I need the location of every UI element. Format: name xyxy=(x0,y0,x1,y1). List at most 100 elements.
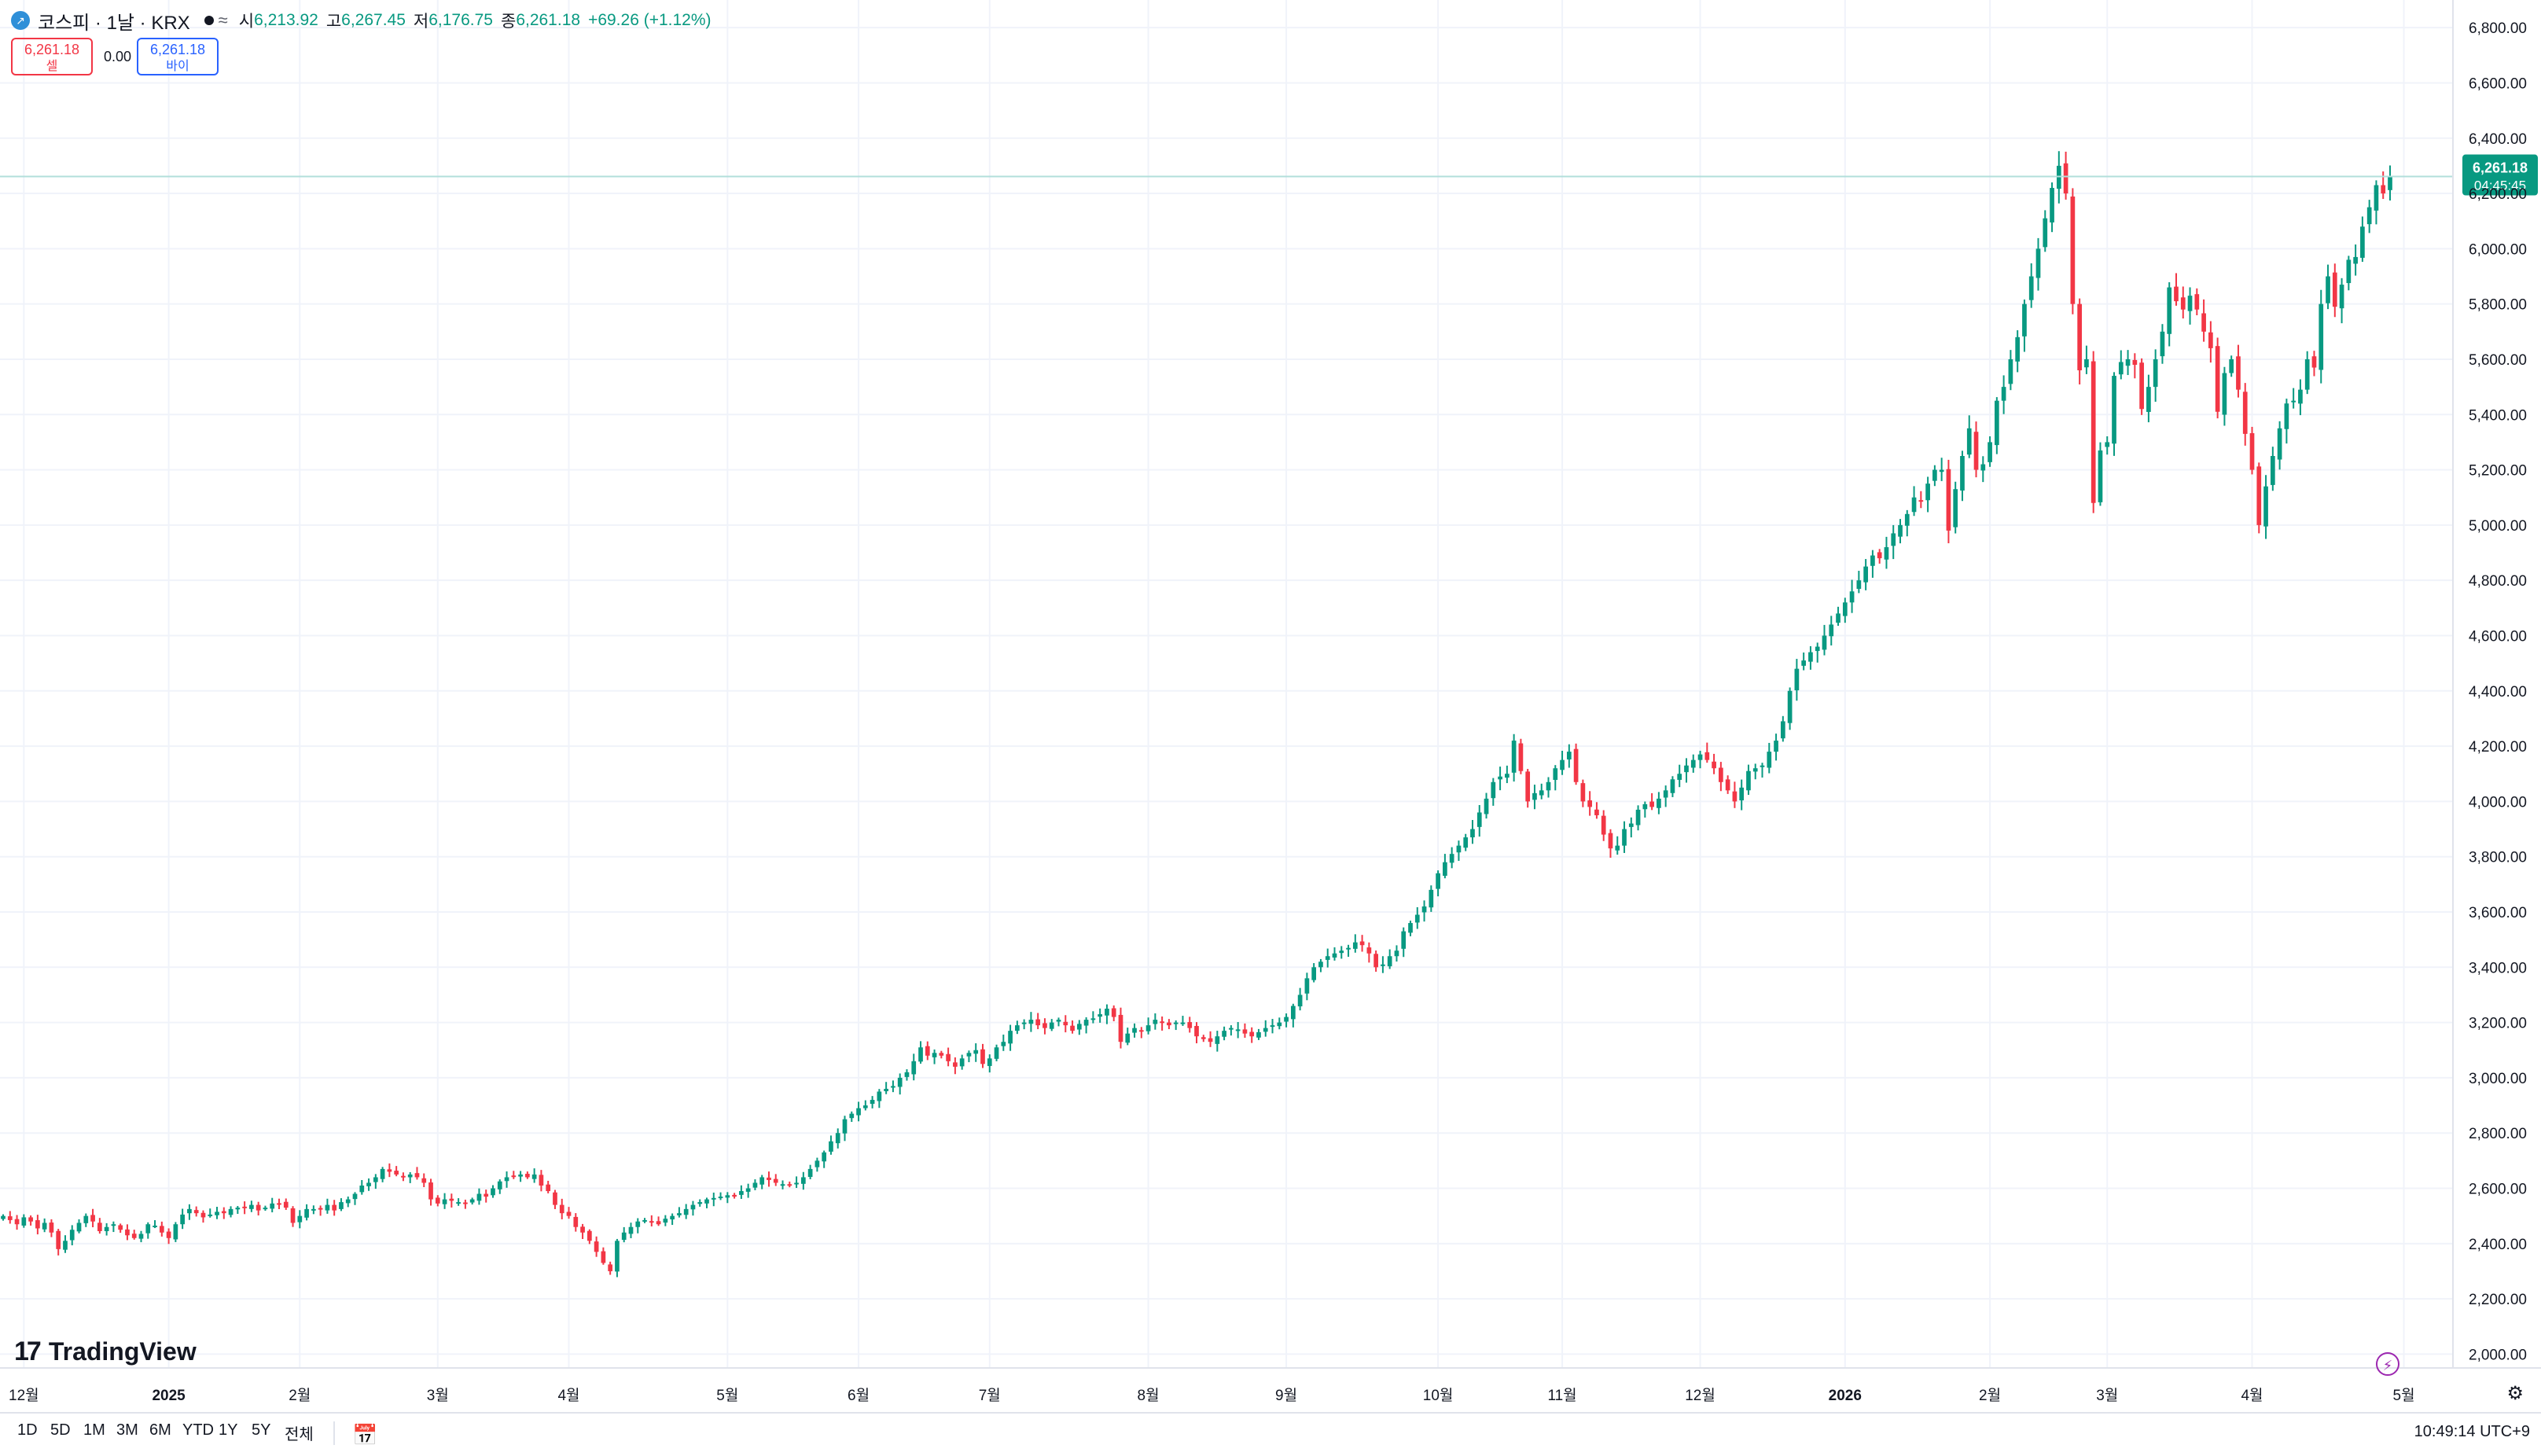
timeframe-button[interactable]: 전체 xyxy=(285,1426,314,1443)
time-axis[interactable]: 12월 2025 2월 3월 4월 5월 6월 7월 8월 9월 10월 11월 12월 2026 2월 3월… xyxy=(0,1367,2541,1404)
candle xyxy=(1138,1027,1144,1039)
candle-body xyxy=(904,1072,910,1077)
candle xyxy=(628,1223,634,1238)
timeframe-button[interactable]: 3M xyxy=(116,1421,138,1439)
candle xyxy=(469,1197,475,1205)
candle xyxy=(1560,750,1565,775)
candle-body xyxy=(1615,845,1620,851)
candle xyxy=(697,1199,703,1207)
buy-button[interactable]: 6,261.18 바이 xyxy=(137,38,219,75)
candle xyxy=(2167,281,2172,347)
candle xyxy=(180,1208,185,1230)
candle-body xyxy=(973,1050,979,1054)
candle-body xyxy=(1787,690,1793,723)
candle xyxy=(49,1219,54,1237)
candle-body xyxy=(1877,552,1882,559)
candle-body xyxy=(739,1191,744,1195)
candle xyxy=(2339,278,2344,324)
candle xyxy=(973,1043,979,1062)
candle xyxy=(1491,778,1496,806)
candle xyxy=(1414,906,1420,929)
symbol-title[interactable]: 코스피 · 1날 · KRX xyxy=(38,12,190,34)
candle xyxy=(407,1171,413,1183)
candle xyxy=(1008,1024,1013,1051)
candle xyxy=(1290,1003,1296,1028)
market-open-dot-icon[interactable] xyxy=(204,16,214,25)
candle xyxy=(449,1193,454,1208)
candle-body xyxy=(283,1201,289,1208)
calendar-goto-icon[interactable]: 📅 xyxy=(352,1423,378,1447)
candle xyxy=(1001,1034,1006,1051)
candle-body xyxy=(539,1175,544,1186)
approx-icon[interactable]: ≈ xyxy=(218,10,228,30)
candle-body xyxy=(35,1220,40,1229)
sell-button[interactable]: 6,261.18 셀 xyxy=(11,38,93,75)
candle xyxy=(1877,549,1882,564)
timeframe-button[interactable]: YTD xyxy=(182,1421,214,1439)
candle xyxy=(511,1171,517,1179)
y-tick-label: 2,000.00 xyxy=(2469,1347,2527,1363)
candle-body xyxy=(745,1188,751,1192)
timeframe-button[interactable]: 1D xyxy=(17,1421,38,1439)
candle-body xyxy=(2263,486,2268,527)
candle-body xyxy=(918,1047,923,1062)
lightning-icon[interactable]: ⚡ xyxy=(2376,1352,2399,1376)
timeframe-button[interactable]: 5Y xyxy=(252,1421,271,1439)
candle-body xyxy=(401,1175,406,1178)
price-axis[interactable]: 2,000.00 2,200.00 2,400.00 2,600.00 2,800.00… xyxy=(2452,0,2527,1368)
candle xyxy=(2270,447,2275,491)
candle xyxy=(1829,616,1834,646)
timeframe-button[interactable]: 1Y xyxy=(219,1421,238,1439)
last-price-label: 6,261.18 xyxy=(2473,160,2528,176)
kospi-logo-icon[interactable]: ↗ xyxy=(11,11,30,30)
candle-body xyxy=(138,1234,144,1239)
candle-body xyxy=(290,1208,296,1223)
candle xyxy=(856,1101,861,1122)
candle xyxy=(2063,151,2068,200)
candle-body xyxy=(1628,823,1634,827)
timeframe-button[interactable]: 6M xyxy=(149,1421,171,1439)
candle-body xyxy=(670,1215,675,1220)
candle-body xyxy=(256,1204,261,1211)
candle-body xyxy=(1553,768,1558,781)
candle xyxy=(1049,1019,1054,1031)
candle-body xyxy=(2388,176,2392,190)
candle xyxy=(1767,742,1772,774)
candle xyxy=(1215,1031,1220,1052)
candle xyxy=(621,1226,627,1243)
candle xyxy=(711,1192,716,1207)
candle-body xyxy=(345,1199,351,1204)
candlestick-chart[interactable]: 6,261.18 04:45:45 2,000.00 2,200.00 2,400.0… xyxy=(0,0,2541,1412)
timeframe-button[interactable]: 5D xyxy=(50,1421,71,1439)
candle xyxy=(153,1220,157,1229)
tradingview-logo[interactable]: 17 TradingView xyxy=(14,1337,197,1367)
candle-body xyxy=(2084,358,2089,368)
candle xyxy=(394,1166,399,1177)
gear-icon[interactable]: ⚙ xyxy=(2506,1383,2524,1404)
candle xyxy=(566,1207,572,1219)
candle-body xyxy=(2236,356,2241,390)
candle xyxy=(1249,1027,1255,1043)
candle xyxy=(1642,801,1648,818)
clock-readout[interactable]: 10:49:14 UTC+9 xyxy=(2414,1423,2530,1440)
candle xyxy=(159,1221,164,1237)
candle-body xyxy=(2180,297,2186,310)
candle-body xyxy=(249,1204,254,1209)
candle xyxy=(1070,1020,1075,1034)
candle xyxy=(1187,1017,1193,1033)
candle xyxy=(118,1223,123,1234)
y-tick-label: 2,400.00 xyxy=(2469,1237,2527,1253)
candle xyxy=(1456,840,1462,862)
candle xyxy=(339,1198,344,1211)
candle xyxy=(1056,1017,1061,1027)
candle-body xyxy=(1387,956,1392,967)
candle xyxy=(1153,1013,1158,1030)
candle xyxy=(1194,1022,1199,1044)
candle-body xyxy=(28,1217,33,1222)
candle xyxy=(759,1175,765,1189)
candle xyxy=(2132,353,2138,379)
candle-body xyxy=(325,1204,330,1211)
candle xyxy=(2180,286,2186,319)
candle-body xyxy=(1421,906,1427,913)
timeframe-button[interactable]: 1M xyxy=(83,1421,105,1439)
